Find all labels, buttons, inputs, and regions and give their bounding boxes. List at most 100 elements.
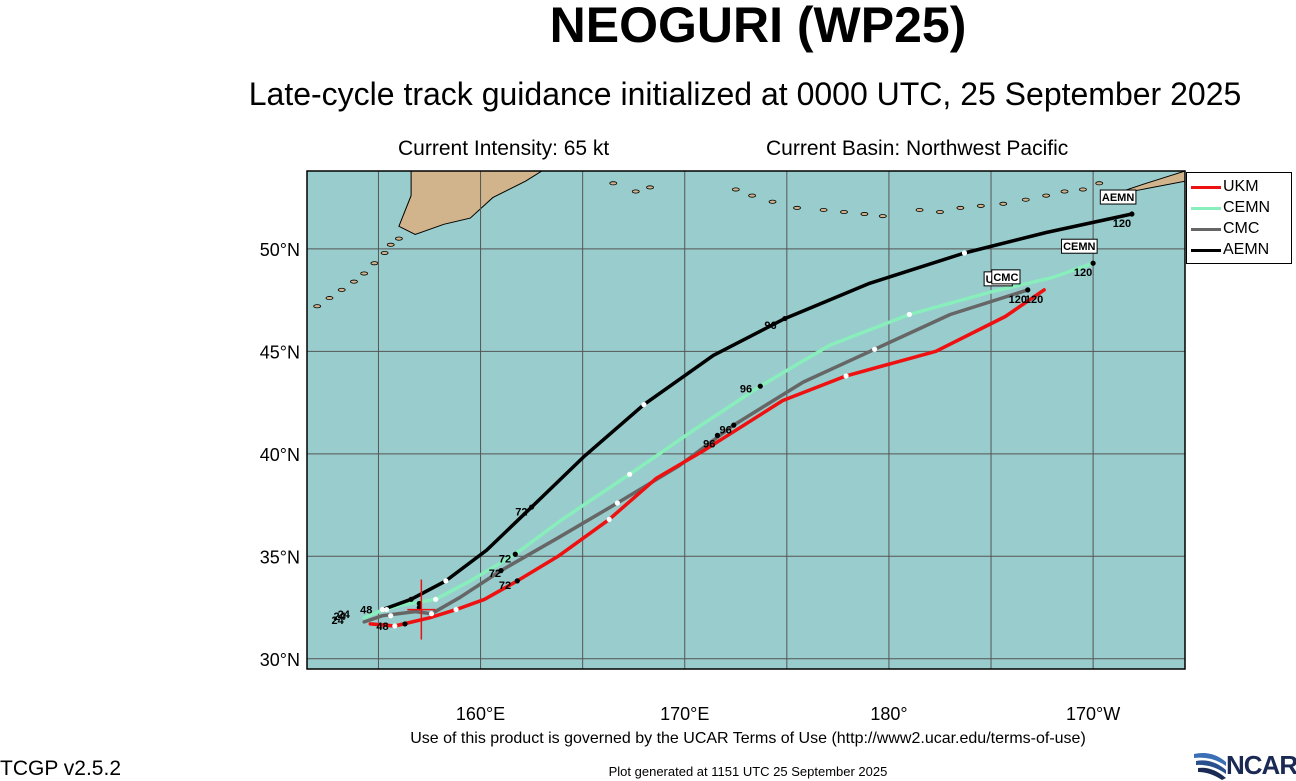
track-marker-white [843, 373, 849, 379]
island [731, 187, 740, 192]
legend-swatch [1191, 248, 1221, 252]
track-marker-black [757, 383, 763, 389]
lon-tick-label: 170°E [660, 704, 709, 724]
legend-label: UKM [1223, 178, 1259, 195]
current-basin: Current Basin: Northwest Pacific [766, 137, 1069, 160]
track-marker-white [641, 402, 647, 408]
island [999, 201, 1008, 206]
track-hour-label: 24 [338, 609, 351, 621]
island [370, 261, 379, 266]
track-hour-label: 24 [332, 615, 345, 627]
island [956, 205, 965, 210]
island [646, 185, 654, 190]
island [631, 189, 640, 194]
current-intensity: Current Intensity: 65 kt [398, 137, 610, 160]
island [1042, 193, 1051, 198]
track-end-hour: 120 [1009, 294, 1027, 306]
map-title: NEOGURI (WP25) [549, 0, 967, 53]
track-marker-white [614, 500, 620, 506]
island [1021, 197, 1030, 202]
track-hour-label: 48 [376, 621, 388, 633]
island [840, 209, 848, 214]
island [386, 242, 395, 247]
ncar-logo-icon [1194, 753, 1226, 780]
track-marker-black [731, 422, 737, 428]
track-end-hour: 120 [1074, 267, 1092, 279]
track-marker-white [388, 613, 394, 619]
track-hour-label: 24 [334, 611, 347, 623]
lat-tick-label: 35°N [260, 547, 300, 567]
track-end-labels: UKM120CEMN120CMC120AEMN120 [983, 189, 1137, 306]
track-marker-white [428, 611, 435, 617]
island [325, 296, 334, 301]
lat-tick-label: 40°N [260, 445, 300, 465]
legend-label: CMC [1223, 220, 1260, 237]
lon-tick-label: 160°E [456, 704, 505, 724]
track-marker-black [529, 504, 535, 510]
track-marker-white [872, 346, 878, 352]
kamchatka-landmass [398, 170, 544, 236]
track-end-box [1099, 189, 1137, 205]
ncar-logo: NCAR [1192, 748, 1296, 780]
track-end-hour: 120 [1025, 294, 1043, 306]
track-hour-label: 72 [489, 568, 501, 580]
track-hour-label: 72 [515, 506, 527, 518]
island [609, 181, 618, 186]
island [819, 207, 828, 212]
ocean-background [307, 171, 1185, 669]
track-marker-black [514, 578, 520, 584]
legend-label: CEMN [1223, 199, 1271, 216]
track-end-box [1061, 238, 1098, 254]
island [313, 304, 322, 309]
track-marker-white [606, 516, 612, 522]
track-line-cmc [362, 288, 1030, 624]
island [768, 199, 777, 204]
island [860, 212, 869, 217]
track-marker-white [379, 606, 386, 613]
track-marker-black [782, 315, 788, 322]
legend-swatch [1191, 206, 1221, 210]
version-label: TCGP v2.5.2 [0, 757, 121, 780]
legend-item-cemn: CEMN [1191, 198, 1270, 218]
lat-tick-label: 30°N [260, 650, 300, 670]
legend: UKM CEMN CMC AEMN [1186, 172, 1292, 264]
track-end-label: CMC [993, 272, 1018, 284]
island [350, 279, 358, 284]
track-marker-white [443, 578, 449, 584]
track-hour-label: 96 [719, 424, 731, 436]
track-hour-label: 96 [764, 320, 776, 332]
track-marker-black [402, 621, 408, 627]
land-masses [313, 170, 1186, 309]
track-hour-label: 72 [499, 580, 511, 592]
track-marker-black [714, 432, 721, 438]
axis-labels: 160°E 170°E 180° 170°W 30°N 35°N 40°N 45°N 50°N [260, 240, 1120, 724]
track-marker-black [498, 568, 504, 574]
track-end-box [991, 269, 1021, 285]
legend-swatch [1191, 227, 1221, 231]
track-marker-white [906, 311, 912, 318]
island [878, 214, 887, 219]
legend-swatch [1191, 185, 1221, 189]
track-marker-white [384, 606, 390, 613]
island [1095, 181, 1104, 186]
track-end-hour: 120 [1113, 218, 1131, 230]
terms-of-use: Use of this product is governed by the U… [410, 730, 1086, 747]
map-subtitle: Late-cycle track guidance initialized at… [248, 76, 1242, 112]
legend-label: AEMN [1223, 241, 1270, 258]
current-position-marker [407, 579, 436, 640]
grid-lines [307, 171, 1185, 669]
track-hour-label: 96 [703, 439, 715, 451]
island [748, 193, 757, 198]
generated-timestamp: Plot generated at 1151 UTC 25 September … [608, 764, 888, 779]
map-frame [306, 170, 1186, 670]
track-end-label: CEMN [1063, 241, 1095, 253]
island [360, 271, 369, 276]
track-end-label: AEMN [1102, 192, 1134, 204]
island [1060, 189, 1069, 194]
track-marker-white [433, 596, 439, 602]
track-hour-label: 72 [499, 553, 511, 565]
legend-item-cmc: CMC [1191, 219, 1259, 239]
island [936, 209, 944, 214]
track-marker-black [1025, 287, 1031, 293]
